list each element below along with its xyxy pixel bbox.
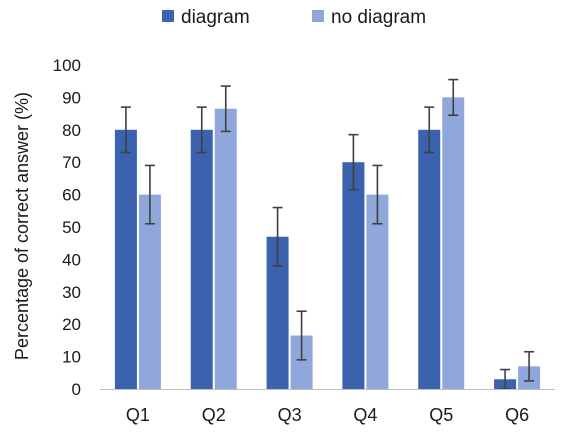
legend-label: diagram	[181, 7, 250, 28]
error-bar-no-diagram-q1	[144, 164, 155, 225]
x-tick-label: Q2	[202, 405, 226, 425]
legend-label: no diagram	[331, 7, 426, 28]
y-tick-label: 10	[62, 348, 81, 367]
y-tick-label: 70	[62, 153, 81, 172]
error-bar-diagram-q1	[120, 106, 131, 154]
error-bar-no-diagram-q2	[220, 85, 231, 133]
x-tick-label: Q4	[353, 405, 377, 425]
y-tick-label: 30	[62, 283, 81, 302]
y-tick-label: 100	[53, 56, 81, 75]
legend-swatch	[162, 10, 174, 22]
y-axis-ticks: 0 10 20 30 40 50 60 70 80 90 100	[53, 56, 81, 399]
bar-no-diagram-q1	[138, 194, 161, 389]
x-axis-ticks: Q1 Q2 Q3 Q4 Q5 Q6	[126, 405, 529, 425]
y-tick-label: 50	[62, 218, 81, 237]
error-bars	[120, 78, 535, 390]
error-bar-no-diagram-q3	[296, 310, 307, 361]
x-tick-label: Q5	[429, 405, 453, 425]
error-bar-diagram-q2	[196, 106, 207, 154]
y-tick-label: 20	[62, 315, 81, 334]
error-bar-no-diagram-q4	[372, 164, 383, 225]
bar-diagram-q4	[342, 162, 365, 389]
bar-diagram-q3	[266, 236, 289, 389]
y-tick-label: 0	[72, 380, 81, 399]
y-tick-label: 60	[62, 186, 81, 205]
error-bar-no-diagram-q5	[448, 78, 459, 117]
legend-item-diagram: diagram	[162, 7, 250, 28]
y-axis-label: Percentage of correct answer (%)	[12, 92, 32, 360]
legend-swatch	[312, 10, 324, 22]
bars	[114, 97, 541, 390]
y-tick-label: 40	[62, 250, 81, 269]
bar-diagram-q5	[418, 129, 441, 390]
bar-no-diagram-q2	[214, 108, 237, 390]
bar-diagram-q2	[190, 129, 213, 390]
y-tick-label: 90	[62, 88, 81, 107]
bar-no-diagram-q3	[290, 335, 313, 389]
error-bar-diagram-q5	[424, 106, 435, 154]
x-tick-label: Q1	[126, 405, 150, 425]
bar-diagram-q1	[114, 129, 137, 390]
bar-no-diagram-q4	[366, 194, 389, 389]
error-bar-no-diagram-q6	[524, 350, 535, 382]
legend-item-no-diagram: no diagram	[312, 7, 426, 28]
x-tick-label: Q3	[278, 405, 302, 425]
legend: diagram no diagram	[162, 7, 426, 28]
x-tick-label: Q6	[505, 405, 529, 425]
error-bar-diagram-q4	[348, 133, 359, 191]
y-tick-label: 80	[62, 121, 81, 140]
bar-no-diagram-q5	[442, 97, 465, 390]
error-bar-diagram-q3	[272, 206, 283, 267]
